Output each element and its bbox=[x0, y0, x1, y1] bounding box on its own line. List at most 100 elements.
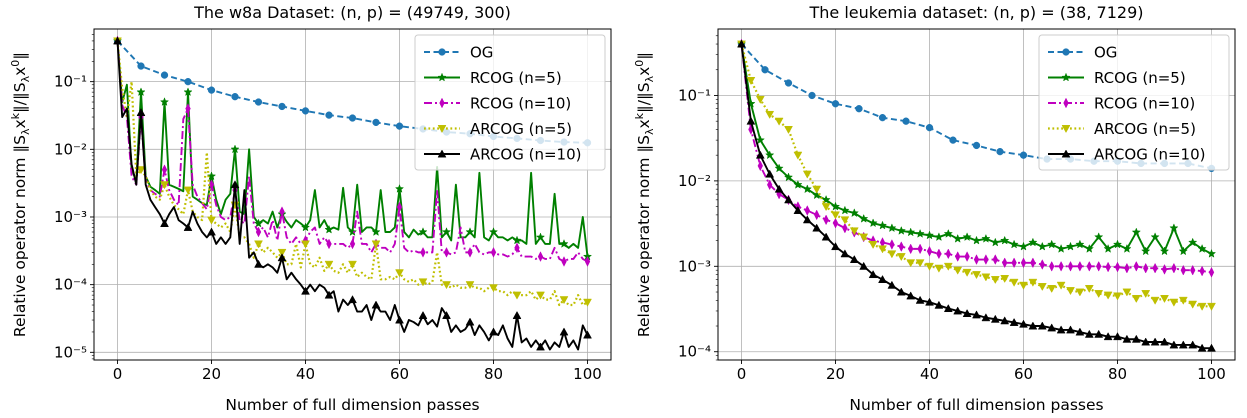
data-point bbox=[955, 251, 961, 262]
data-point bbox=[1143, 262, 1149, 274]
legend-item: ARCOG (n=5) bbox=[424, 120, 572, 138]
data-point bbox=[996, 147, 1004, 156]
data-point bbox=[793, 151, 803, 160]
data-point bbox=[559, 296, 569, 305]
data-point bbox=[868, 270, 878, 279]
legend-label: ARCOG (n=5) bbox=[470, 120, 572, 138]
data-point bbox=[1141, 290, 1151, 299]
data-point bbox=[583, 330, 592, 339]
data-point bbox=[972, 310, 981, 319]
data-point bbox=[908, 243, 914, 255]
data-point bbox=[1150, 296, 1160, 305]
data-point bbox=[1207, 343, 1216, 352]
chart-panel-w8a: 0 20 40 60 80 100 10⁻⁵ 10⁻⁴ 10⁻³ 10⁻² 10⁻¹ The w8a … bbox=[9, 3, 612, 414]
data-point bbox=[1169, 223, 1179, 233]
x-tick-label: 0 bbox=[737, 365, 747, 383]
data-point bbox=[793, 205, 803, 214]
data-point bbox=[877, 220, 888, 230]
y-tick-label: 10⁻⁵ bbox=[54, 343, 87, 361]
y-axis-label: Relative operator norm ‖Sλxk‖/‖Sλx0‖ bbox=[633, 52, 656, 337]
data-point bbox=[981, 313, 991, 322]
data-point bbox=[1159, 246, 1170, 256]
data-point bbox=[1169, 340, 1179, 349]
legend-label: RCOG (n=10) bbox=[1094, 95, 1195, 113]
data-point bbox=[943, 228, 953, 238]
data-point bbox=[990, 276, 1000, 285]
data-point bbox=[934, 300, 944, 309]
data-point bbox=[536, 342, 545, 351]
data-point bbox=[1178, 246, 1188, 256]
data-point bbox=[372, 118, 380, 127]
data-point bbox=[1065, 241, 1076, 251]
series-rcog-n-5 bbox=[736, 39, 1217, 258]
data-point bbox=[757, 160, 763, 172]
data-point bbox=[983, 254, 989, 265]
data-point bbox=[418, 227, 428, 236]
data-point bbox=[945, 248, 951, 260]
data-point bbox=[394, 184, 405, 193]
data-point bbox=[1037, 241, 1047, 251]
data-point bbox=[1075, 288, 1085, 297]
data-point bbox=[906, 259, 916, 268]
data-point bbox=[934, 232, 944, 242]
data-point bbox=[1190, 264, 1196, 276]
data-point bbox=[990, 314, 1000, 323]
data-point bbox=[208, 179, 215, 191]
data-point bbox=[878, 245, 887, 254]
data-point bbox=[821, 194, 831, 204]
y-tick-label: 10⁻³ bbox=[678, 257, 711, 275]
data-point bbox=[1066, 287, 1075, 296]
data-point bbox=[981, 233, 991, 243]
data-point bbox=[1066, 325, 1075, 334]
data-point bbox=[1197, 302, 1207, 311]
data-point bbox=[1178, 296, 1188, 305]
data-point bbox=[1105, 261, 1111, 273]
data-point bbox=[1122, 334, 1132, 343]
legend-item: RCOG (n=5) bbox=[424, 69, 562, 87]
data-point bbox=[1075, 327, 1085, 336]
data-point bbox=[1030, 257, 1036, 269]
data-point bbox=[783, 172, 794, 182]
data-point bbox=[1188, 340, 1198, 349]
data-point bbox=[943, 262, 953, 271]
legend-label: ARCOG (n=10) bbox=[470, 146, 581, 164]
data-point bbox=[254, 98, 263, 106]
series-arcog-n-10 bbox=[737, 39, 1216, 352]
data-point bbox=[136, 166, 146, 175]
data-point bbox=[896, 225, 906, 235]
data-point bbox=[371, 227, 381, 236]
data-point bbox=[831, 211, 840, 220]
data-point bbox=[808, 91, 816, 100]
data-point bbox=[896, 287, 906, 296]
data-point bbox=[953, 266, 963, 275]
legend-marker bbox=[1063, 97, 1069, 109]
data-point bbox=[512, 235, 522, 245]
data-point bbox=[277, 248, 287, 257]
data-point bbox=[160, 219, 169, 227]
data-point bbox=[925, 297, 934, 306]
legend: OG RCOG (n=5) RCOG (n=10) ARCOG (n=5) ARCOG … bbox=[414, 34, 606, 171]
data-point bbox=[1047, 323, 1057, 332]
data-point bbox=[395, 315, 404, 324]
data-point bbox=[206, 171, 217, 181]
data-point bbox=[559, 327, 569, 336]
data-point bbox=[583, 298, 592, 307]
data-point bbox=[230, 144, 240, 154]
data-point bbox=[934, 264, 944, 273]
data-point bbox=[755, 150, 765, 159]
legend-box bbox=[414, 34, 606, 171]
data-point bbox=[972, 141, 981, 150]
legend-item: ARCOG (n=10) bbox=[424, 146, 581, 164]
legend-label: ARCOG (n=10) bbox=[1094, 146, 1205, 164]
data-point bbox=[467, 247, 473, 258]
data-point bbox=[325, 111, 333, 119]
data-point bbox=[1047, 285, 1057, 293]
data-point bbox=[831, 100, 840, 108]
data-point bbox=[1188, 237, 1198, 247]
data-point bbox=[253, 218, 264, 228]
data-point bbox=[559, 239, 569, 248]
x-tick-label: 100 bbox=[1197, 365, 1226, 383]
data-point bbox=[396, 201, 403, 213]
data-point bbox=[842, 222, 848, 234]
legend-marker bbox=[1062, 48, 1070, 56]
